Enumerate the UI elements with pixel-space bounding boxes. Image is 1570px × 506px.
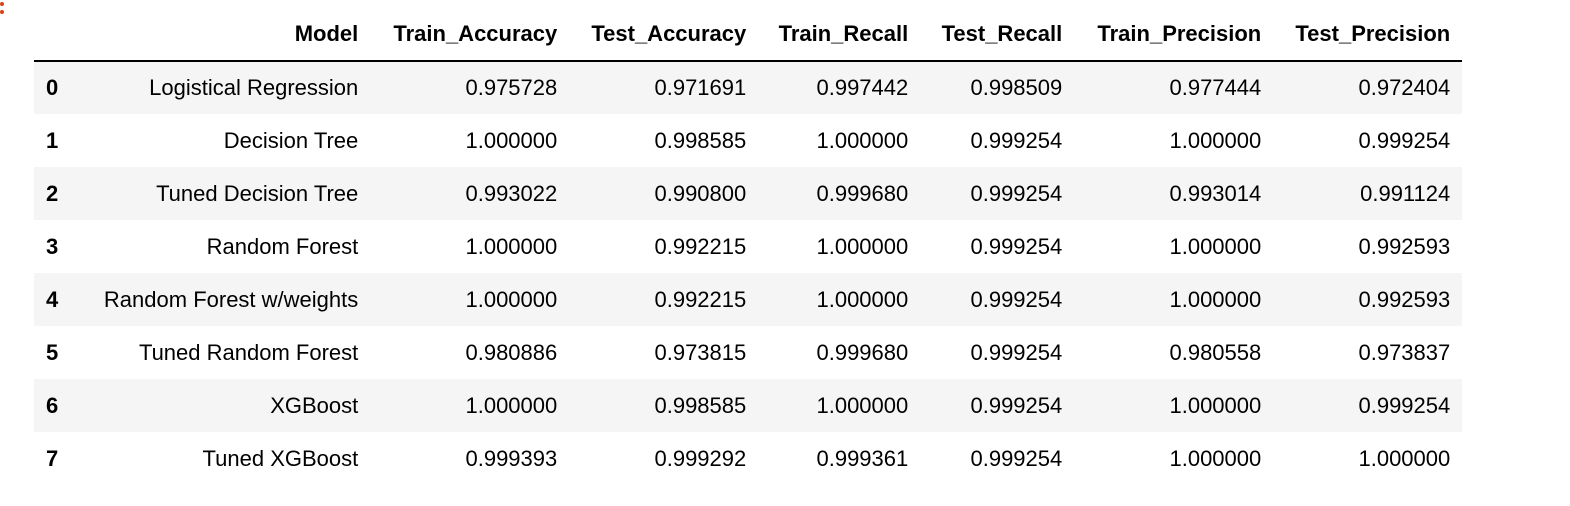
test-precision-cell: 0.999254 [1358, 127, 1451, 153]
train-recall-cell: 1.000000 [816, 286, 909, 312]
output-prompt-marker [0, 2, 6, 18]
train-precision-cell: 0.977444 [1169, 75, 1262, 100]
train-precision-cell: 1.000000 [1169, 286, 1262, 312]
model-name-cell: XGBoost [270, 392, 359, 418]
test-recall-cell: 0.999254 [970, 127, 1063, 153]
train-accuracy-cell: 1.000000 [465, 127, 558, 153]
test-precision-cell: 0.992593 [1358, 286, 1451, 312]
test-recall-cell: 0.999254 [970, 392, 1063, 418]
table-header: Model Train_Accuracy Test_Accuracy Train… [34, 8, 1463, 62]
train-precision-cell: 0.993014 [1169, 180, 1262, 206]
header-row: Model Train_Accuracy Test_Accuracy Train… [34, 8, 1463, 62]
train-accuracy-cell: 0.999393 [465, 445, 558, 471]
train-accuracy-cell: 0.975728 [465, 75, 558, 100]
test-precision-cell: 0.992593 [1358, 233, 1451, 259]
row-index: 2 [46, 180, 59, 206]
test-precision-cell: 0.999254 [1358, 392, 1451, 418]
column-header-test-accuracy: Test_Accuracy [569, 8, 759, 62]
train-accuracy-cell: 0.980886 [465, 339, 558, 365]
column-header-test-recall: Test_Recall [920, 8, 1075, 62]
row-index: 3 [46, 233, 59, 259]
model-name-cell: Tuned Random Forest [138, 339, 359, 365]
test-precision-cell: 0.972404 [1358, 75, 1451, 100]
test-accuracy-cell: 0.999292 [654, 445, 747, 471]
train-precision-cell: 1.000000 [1169, 445, 1262, 471]
test-accuracy-cell: 0.973815 [654, 339, 747, 365]
train-recall-cell: 1.000000 [816, 127, 909, 153]
train-recall-cell: 0.999361 [816, 445, 909, 471]
model-name-cell: Logistical Regression [149, 75, 359, 100]
train-precision-cell: 1.000000 [1169, 127, 1262, 153]
row-index: 7 [46, 445, 59, 471]
table-row: 1 Decision Tree 1.000000 0.998585 1.0000… [34, 114, 1463, 167]
train-recall-cell: 0.997442 [816, 75, 909, 100]
model-name-cell: Tuned Decision Tree [156, 180, 359, 206]
row-index: 6 [46, 392, 59, 418]
column-header-model: Model [76, 8, 371, 62]
train-recall-cell: 1.000000 [816, 233, 909, 259]
test-precision-cell: 0.991124 [1360, 180, 1451, 206]
test-accuracy-cell: 0.992215 [654, 286, 747, 312]
model-name-cell: Tuned XGBoost [202, 445, 359, 471]
test-recall-cell: 0.999254 [970, 339, 1063, 365]
model-name-cell: Random Forest w/weights [103, 286, 359, 312]
test-accuracy-cell: 0.998585 [654, 392, 747, 418]
train-precision-cell: 1.000000 [1169, 392, 1262, 418]
row-index: 4 [46, 286, 59, 312]
row-index: 1 [46, 127, 59, 153]
train-recall-cell: 1.000000 [816, 392, 909, 418]
train-recall-cell: 0.999680 [816, 180, 909, 206]
column-header-train-recall: Train_Recall [758, 8, 921, 62]
column-header-train-accuracy: Train_Accuracy [370, 8, 570, 62]
test-accuracy-cell: 0.971691 [654, 75, 747, 100]
test-recall-cell: 0.999254 [970, 445, 1063, 471]
table-row: 3 Random Forest 1.000000 0.992215 1.0000… [34, 220, 1463, 273]
test-precision-cell: 1.000000 [1358, 445, 1451, 471]
train-recall-cell: 0.999680 [816, 339, 909, 365]
test-recall-cell: 0.999254 [970, 286, 1063, 312]
model-name-cell: Decision Tree [223, 127, 359, 153]
test-precision-cell: 0.973837 [1358, 339, 1451, 365]
table-row: 7 Tuned XGBoost 0.999393 0.999292 0.9993… [34, 432, 1463, 485]
prompt-dot [0, 10, 4, 14]
train-accuracy-cell: 1.000000 [465, 392, 558, 418]
train-precision-cell: 1.000000 [1169, 233, 1262, 259]
train-accuracy-cell: 0.993022 [465, 180, 558, 206]
test-recall-cell: 0.999254 [970, 180, 1063, 206]
model-name-cell: Random Forest [206, 233, 359, 259]
row-index: 5 [46, 339, 59, 365]
index-header [34, 8, 77, 62]
prompt-dot [0, 2, 4, 6]
table-row: 2 Tuned Decision Tree 0.993022 0.990800 … [34, 167, 1463, 220]
column-header-train-precision: Train_Precision [1074, 8, 1274, 62]
table-row: 6 XGBoost 1.000000 0.998585 1.000000 0.9… [34, 379, 1463, 432]
table-row: 5 Tuned Random Forest 0.980886 0.973815 … [34, 326, 1463, 379]
table-row: 4 Random Forest w/weights 1.000000 0.992… [34, 273, 1463, 326]
column-header-test-precision: Test_Precision [1273, 8, 1463, 62]
table-body: 0 Logistical Regression 0.975728 0.97169… [34, 61, 1463, 485]
row-index: 0 [46, 75, 59, 100]
train-accuracy-cell: 1.000000 [465, 286, 558, 312]
model-comparison-table: Model Train_Accuracy Test_Accuracy Train… [34, 8, 1463, 485]
test-accuracy-cell: 0.998585 [654, 127, 747, 153]
test-accuracy-cell: 0.992215 [654, 233, 747, 259]
train-precision-cell: 0.980558 [1169, 339, 1262, 365]
table-row: 0 Logistical Regression 0.975728 0.97169… [34, 61, 1463, 114]
test-recall-cell: 0.999254 [970, 233, 1063, 259]
test-recall-cell: 0.998509 [970, 75, 1063, 100]
test-accuracy-cell: 0.990800 [654, 180, 747, 206]
train-accuracy-cell: 1.000000 [465, 233, 558, 259]
